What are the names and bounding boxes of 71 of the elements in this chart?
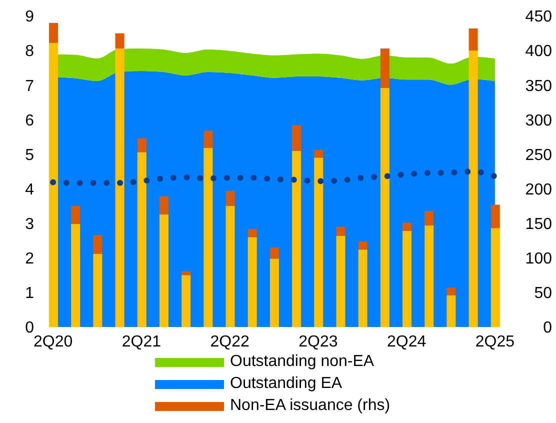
bar bbox=[424, 210, 434, 226]
y2-tick-label: 300 bbox=[525, 112, 552, 130]
bar bbox=[137, 138, 146, 152]
bar bbox=[292, 125, 302, 151]
y-tick-label: 4 bbox=[25, 181, 34, 198]
bar bbox=[182, 271, 191, 276]
bar bbox=[182, 275, 191, 327]
bar bbox=[71, 224, 80, 327]
x-tick-label: 2Q22 bbox=[210, 333, 250, 350]
bar bbox=[402, 222, 412, 231]
x-tick-label: 2Q24 bbox=[387, 333, 426, 350]
bar bbox=[336, 236, 346, 327]
bar bbox=[270, 248, 279, 259]
x-tick-label: 2Q21 bbox=[122, 333, 162, 350]
y-tick-label: 5 bbox=[25, 146, 34, 164]
y-tick-label: 1 bbox=[25, 285, 34, 302]
y2-tick-label: 100 bbox=[525, 250, 552, 268]
bar bbox=[468, 50, 478, 327]
x-tick-label: 2Q25 bbox=[475, 333, 515, 350]
bar bbox=[446, 295, 456, 327]
bar bbox=[159, 196, 168, 214]
bar bbox=[490, 228, 500, 327]
bar bbox=[49, 22, 58, 43]
bar bbox=[115, 33, 124, 48]
bar bbox=[49, 42, 58, 327]
y-tick-label: 3 bbox=[25, 216, 34, 234]
bar bbox=[71, 206, 80, 224]
x-tick-label: 2Q20 bbox=[33, 333, 73, 350]
bar bbox=[93, 235, 102, 254]
y-tick-label: 0 bbox=[25, 320, 34, 337]
bar bbox=[468, 28, 478, 51]
y2-tick-label: 50 bbox=[534, 285, 552, 302]
bar bbox=[248, 228, 257, 238]
y2-tick-label: 250 bbox=[525, 146, 552, 164]
bar bbox=[204, 130, 213, 148]
y-tick-label: 7 bbox=[25, 78, 34, 95]
legend-label: Non-EA issuance (rhs) bbox=[230, 396, 390, 416]
legend-label: Outstanding non-EA bbox=[230, 352, 374, 372]
bar bbox=[115, 48, 124, 327]
bar bbox=[380, 48, 390, 88]
bar bbox=[336, 226, 346, 236]
y-tick-label: 2 bbox=[25, 250, 34, 268]
x-tick-label: 2Q23 bbox=[298, 333, 338, 350]
y-tick-label: 9 bbox=[25, 8, 34, 26]
y2-tick-label: 450 bbox=[525, 8, 552, 26]
y-tick-label: 8 bbox=[25, 43, 34, 60]
y2-tick-label: 350 bbox=[525, 78, 552, 95]
bar bbox=[490, 204, 500, 228]
legend-label: Outstanding EA bbox=[230, 374, 342, 394]
bar bbox=[93, 254, 102, 327]
bar bbox=[248, 237, 257, 327]
bar bbox=[314, 150, 324, 158]
y2-tick-label: 400 bbox=[525, 43, 552, 60]
bar bbox=[204, 148, 213, 327]
bar bbox=[424, 225, 434, 327]
bar bbox=[358, 250, 368, 327]
bar bbox=[159, 214, 168, 327]
bar bbox=[270, 258, 279, 327]
bar bbox=[380, 88, 390, 327]
bar bbox=[314, 158, 324, 327]
y2-tick-label: 0 bbox=[543, 320, 552, 337]
bar bbox=[446, 288, 456, 296]
y-tick-label: 6 bbox=[25, 112, 34, 130]
bar bbox=[292, 150, 302, 327]
bar bbox=[226, 206, 235, 327]
bar bbox=[226, 190, 235, 206]
y2-tick-label: 150 bbox=[525, 216, 552, 234]
y2-tick-label: 200 bbox=[525, 181, 552, 198]
bar bbox=[402, 230, 412, 327]
bar bbox=[358, 241, 368, 250]
bar bbox=[137, 152, 146, 327]
